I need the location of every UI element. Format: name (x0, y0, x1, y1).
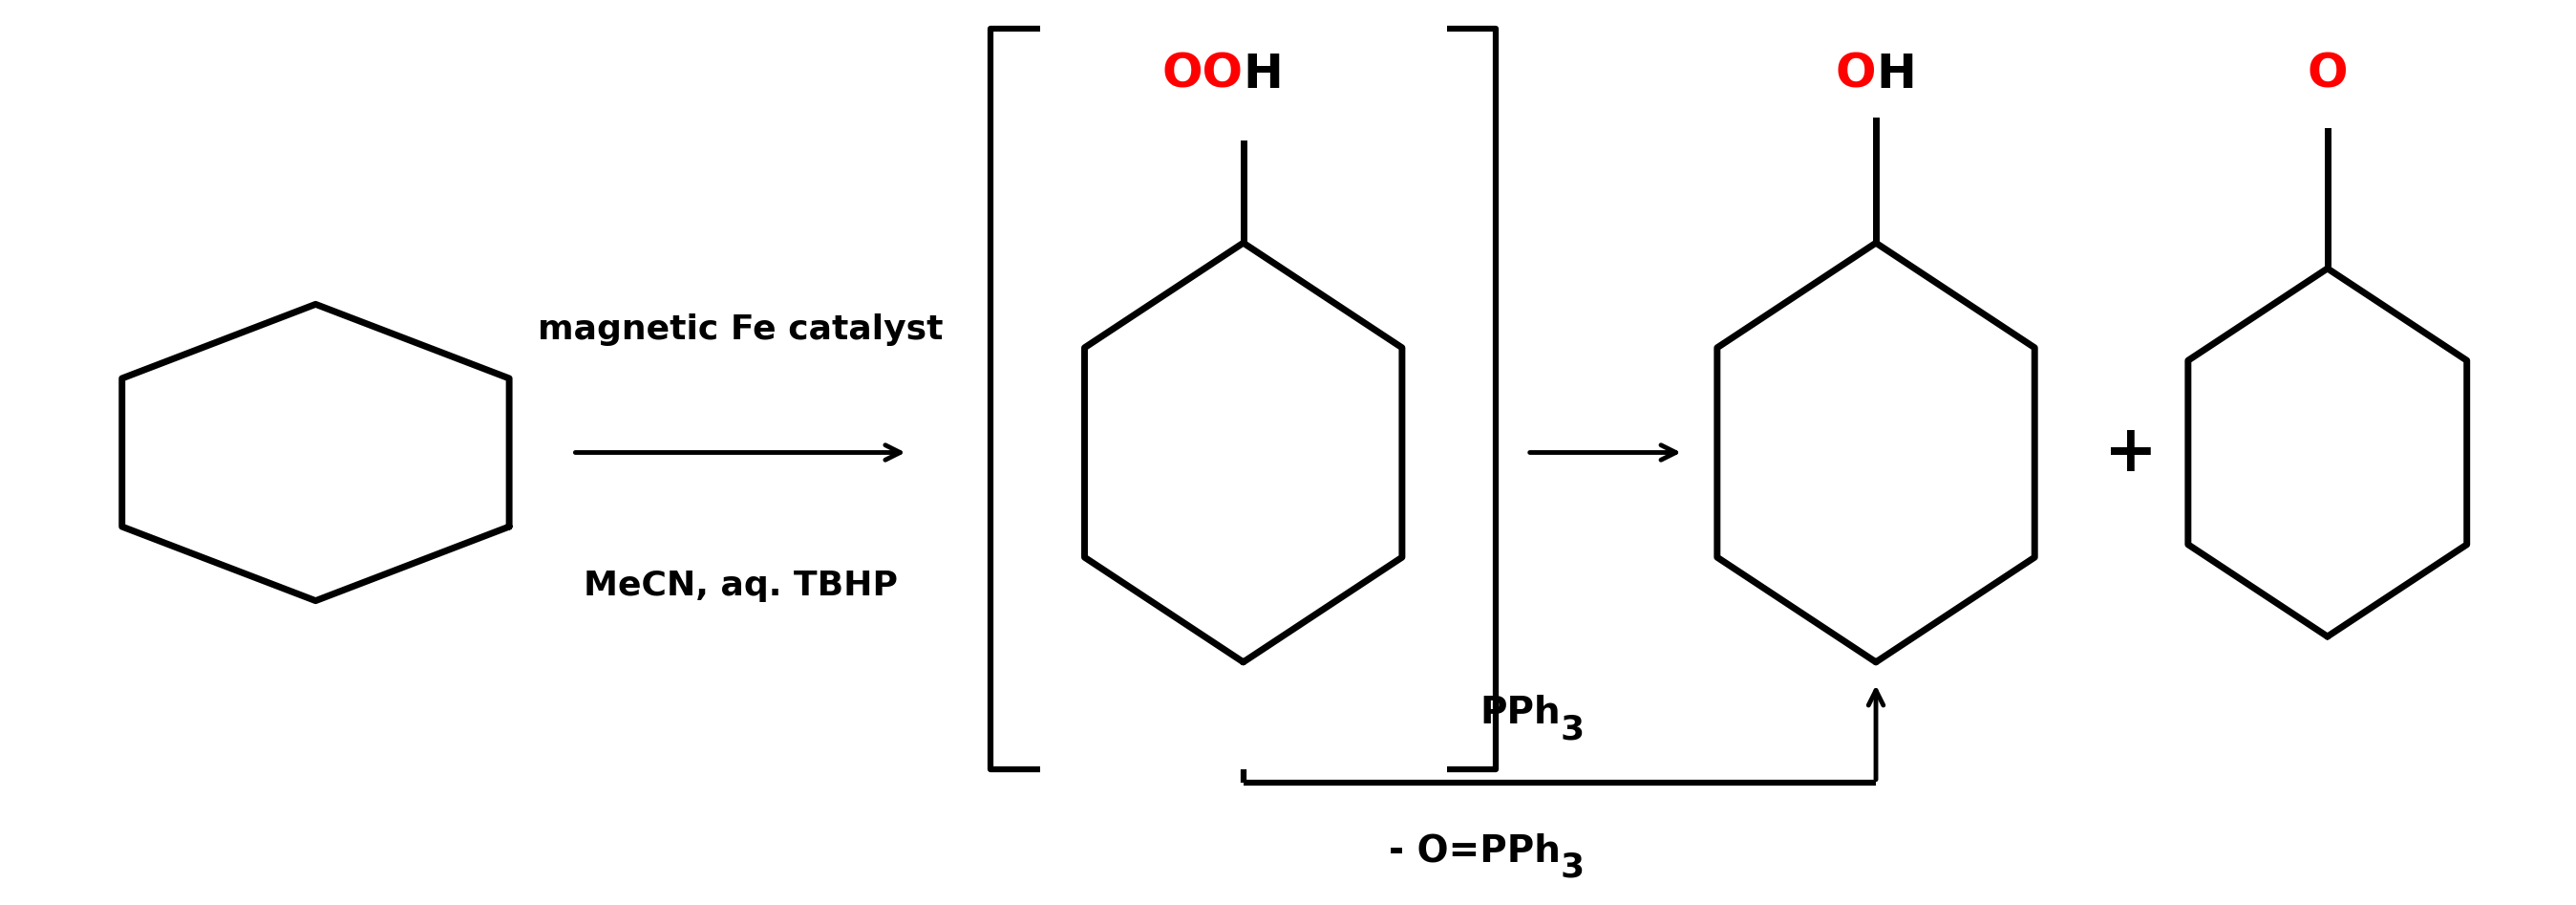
Text: O: O (2308, 52, 2347, 97)
Text: MeCN, aq. TBHP: MeCN, aq. TBHP (582, 569, 896, 602)
Text: O: O (1834, 52, 1875, 97)
Text: H: H (1244, 52, 1283, 97)
Text: OO: OO (1162, 52, 1244, 97)
Text: magnetic Fe catalyst: magnetic Fe catalyst (538, 313, 943, 346)
Text: PPh: PPh (1479, 695, 1561, 731)
Text: 3: 3 (1561, 713, 1584, 746)
Text: 3: 3 (1561, 852, 1584, 883)
Text: - O=PPh: - O=PPh (1388, 834, 1561, 870)
Text: H: H (1875, 52, 1917, 97)
Text: +: + (2105, 421, 2156, 484)
